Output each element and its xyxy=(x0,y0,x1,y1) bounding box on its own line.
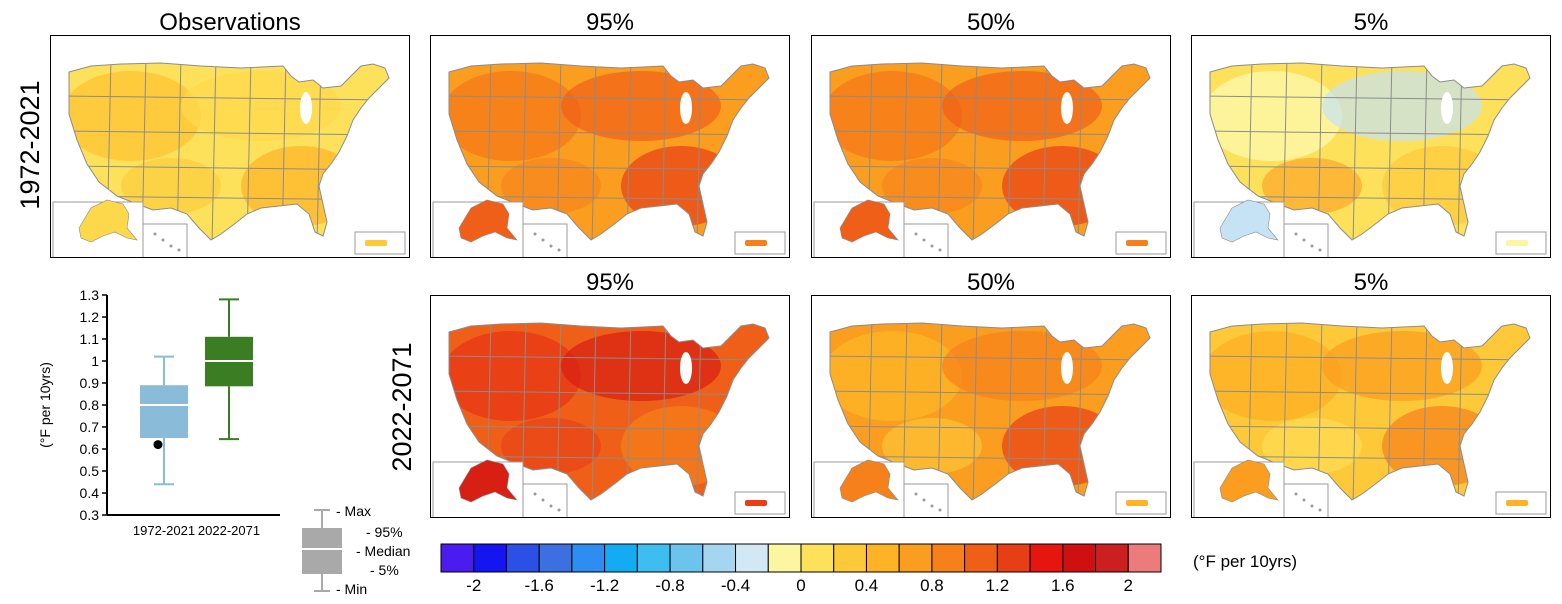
y-tick-label: 0.7 xyxy=(80,419,100,435)
colorbar-swatch xyxy=(931,543,966,573)
colorbar-swatch xyxy=(505,543,540,573)
x-category-label: 2022-2071 xyxy=(198,523,260,538)
y-tick-label: 0.4 xyxy=(80,485,100,501)
colorbar-swatch xyxy=(669,543,704,573)
colorbar-swatch xyxy=(800,543,835,573)
colorbar-swatch xyxy=(996,543,1031,573)
colorbar-swatch xyxy=(964,543,998,573)
box-1972-2021 xyxy=(140,355,188,486)
y-tick-label: 0.9 xyxy=(80,375,100,391)
y-tick-label: 0.8 xyxy=(80,397,100,413)
map-top-50 xyxy=(813,62,1167,257)
y-tick-label: 0.3 xyxy=(80,507,100,523)
colorbar-tick-label: 1.2 xyxy=(985,576,1010,595)
colorbar-swatch xyxy=(440,543,475,573)
y-tick-label: 0.6 xyxy=(80,441,100,457)
header-observations: Observations xyxy=(159,9,301,36)
colorbar-swatch xyxy=(473,543,507,573)
map-panel-bottom-50 xyxy=(811,295,1171,518)
map-panel-top-50 xyxy=(811,35,1171,258)
colorbar-swatch xyxy=(767,543,802,573)
colorbar-tick-label: -2 xyxy=(466,576,482,595)
colorbar-tick-labels: -2 -1.6 -1.2 -0.8 -0.4 0 0.4 0.8 1.2 1.6 2 xyxy=(440,576,1162,600)
colorbar-swatch xyxy=(898,543,933,573)
colorbar-swatch xyxy=(604,543,638,573)
colorbar-swatch xyxy=(1095,543,1129,573)
map-panel-top-5 xyxy=(1191,35,1551,258)
colorbar-tick-label: 0.4 xyxy=(854,576,879,595)
map-top-95 xyxy=(432,62,786,257)
colorbar-swatch xyxy=(1029,543,1064,573)
colorbar-units: (°F per 10yrs) xyxy=(1193,552,1298,571)
header-bottom-95: 95% xyxy=(585,269,635,296)
header-top-95: 95% xyxy=(585,9,635,36)
colorbar-swatch xyxy=(538,543,573,573)
map-panel-bottom-95 xyxy=(430,295,790,518)
box-legend-max: - Max xyxy=(336,503,371,519)
map-panel-bottom-5 xyxy=(1191,295,1551,518)
box-legend-min: - Min xyxy=(336,581,368,597)
map-panel-observations xyxy=(50,35,410,258)
colorbar-tick-label: -0.4 xyxy=(720,576,751,595)
colorbar-swatch xyxy=(1062,543,1097,573)
colorbar-swatch xyxy=(636,543,671,573)
colorbar-tick-label: 0 xyxy=(796,576,806,595)
row-label-2022-2071: 2022-2071 xyxy=(387,342,417,472)
map-bottom-95 xyxy=(432,322,786,517)
box-legend-95: - 95% xyxy=(366,524,403,540)
header-top-5: 5% xyxy=(1353,9,1389,36)
header-bottom-50: 50% xyxy=(966,269,1016,296)
box-2022-2071 xyxy=(205,298,253,441)
row-label-1972-2021: 1972-2021 xyxy=(15,80,45,210)
colorbar-tick-label: -0.8 xyxy=(655,576,685,595)
map-panel-top-95 xyxy=(430,35,790,258)
y-tick-label: 1 xyxy=(91,353,99,369)
box-legend-glyph xyxy=(302,509,342,592)
header-bottom-5: 5% xyxy=(1353,269,1389,296)
map-bottom-5 xyxy=(1193,322,1547,517)
colorbar-swatch xyxy=(1127,543,1162,573)
colorbar-swatch xyxy=(571,543,606,573)
colorbar-tick-label: -1.6 xyxy=(524,576,554,595)
x-category-label: 1972-2021 xyxy=(133,523,195,538)
y-tick-label: 0.5 xyxy=(80,463,100,479)
colorbar-swatch xyxy=(833,543,867,573)
box-plot-chart: 1.3 1.2 1.1 1 0.9 0.8 0.7 0.6 0.5 0.4 0.3 (°F per 1… xyxy=(37,287,280,538)
box-body xyxy=(140,385,188,438)
map-top-5 xyxy=(1193,62,1547,257)
y-tick-label: 1.1 xyxy=(80,331,100,347)
colorbar-swatch xyxy=(865,543,900,573)
y-axis-label: (°F per 10yrs) xyxy=(37,362,53,448)
colorbar-tick-label: 1.6 xyxy=(1050,576,1075,595)
colorbar-swatch xyxy=(702,543,737,573)
colorbar-swatch xyxy=(735,543,769,573)
y-tick-label: 1.3 xyxy=(80,287,100,303)
colorbar xyxy=(440,543,1162,573)
colorbar-tick-label: 0.8 xyxy=(920,576,944,595)
colorbar-tick-label: 2 xyxy=(1123,576,1133,595)
header-top-50: 50% xyxy=(966,9,1016,36)
observed-point xyxy=(153,440,163,450)
box-legend-median: - Median xyxy=(356,543,411,559)
box-legend-5: - 5% xyxy=(370,562,399,578)
map-observations xyxy=(52,62,406,257)
y-tick-label: 1.2 xyxy=(80,309,100,325)
map-bottom-50 xyxy=(813,322,1167,517)
colorbar-tick-label: -1.2 xyxy=(589,576,620,595)
